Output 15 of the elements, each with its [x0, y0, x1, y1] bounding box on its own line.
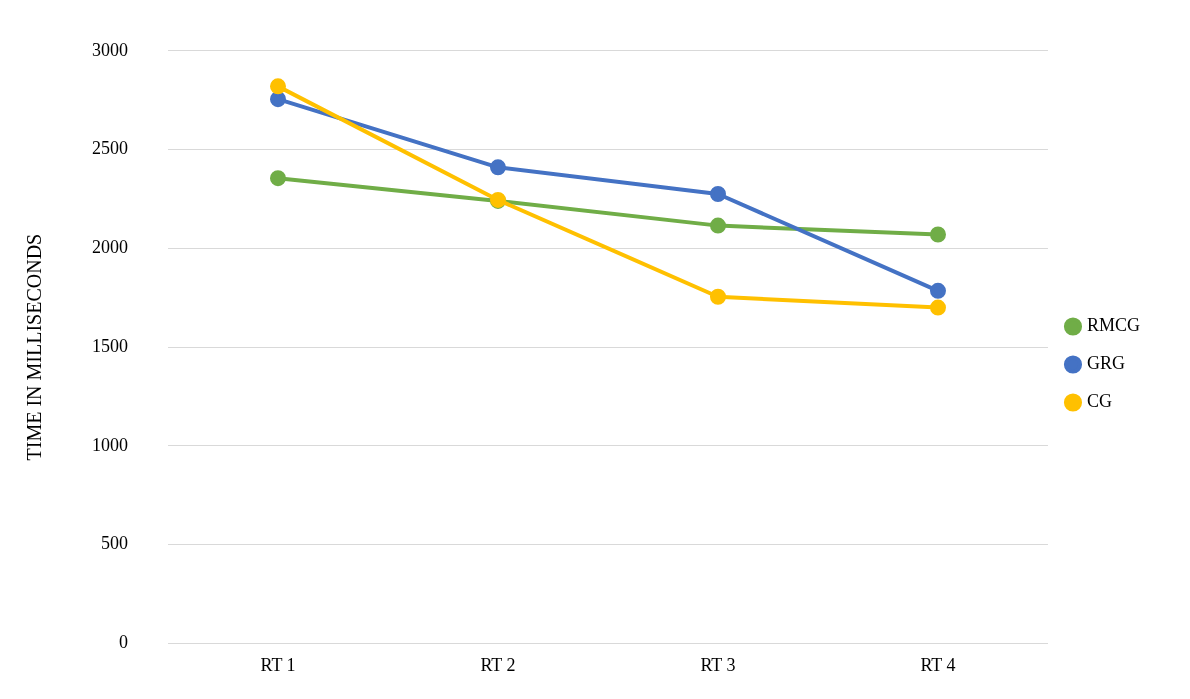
y-tick-label: 1500 [92, 335, 128, 356]
x-tick-label: RT 3 [700, 654, 736, 675]
y-tick-label: 3000 [92, 39, 128, 60]
legend-label: RMCG [1086, 315, 1140, 336]
x-tick-label: RT 2 [480, 654, 516, 675]
y-tick-label: 2000 [92, 237, 128, 258]
y-tick-label: 500 [101, 533, 128, 554]
y-tick-label: 1000 [92, 434, 128, 455]
legend-label: CG [1086, 391, 1112, 412]
x-tick-label: RT 4 [920, 654, 956, 675]
legend-label: GRG [1086, 353, 1125, 374]
x-tick-label: RT 1 [260, 654, 296, 675]
y-axis-title: TIME IN MILLISECONDS [23, 233, 46, 461]
y-tick-label: 2500 [92, 138, 128, 159]
y-tick-label: 0 [119, 632, 128, 653]
